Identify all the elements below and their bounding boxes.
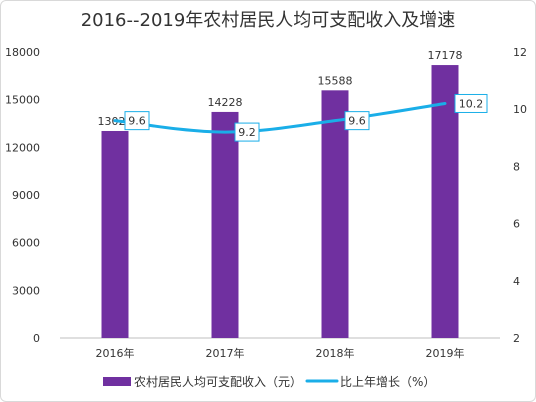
left-axis-tick-label: 9000: [12, 189, 40, 202]
line-data-labels: 9.6 9.2 9.6 10.2: [124, 93, 488, 142]
growth-value-label: 10.2: [459, 97, 484, 110]
right-y-axis: 2 4 6 8 10 12: [513, 46, 527, 345]
x-axis-tick-label: 2017年: [206, 346, 245, 360]
income-bar: [211, 111, 239, 338]
legend-bar-label: 农村居民人均可支配收入（元）: [134, 375, 302, 389]
growth-value-label: 9.6: [128, 115, 146, 128]
left-y-axis: 0 3000 6000 9000 12000 15000 18000: [5, 46, 40, 345]
left-axis-tick-label: 6000: [12, 237, 40, 250]
right-axis-tick-label: 6: [513, 218, 520, 231]
x-axis-tick-label: 2016年: [96, 346, 135, 360]
x-axis-ticks: 2016年 2017年 2018年 2019年: [96, 346, 465, 360]
income-bar: [101, 130, 129, 338]
growth-value-label: 9.2: [238, 126, 256, 139]
income-bar: [431, 65, 459, 338]
x-axis-tick-label: 2018年: [316, 346, 355, 360]
legend-line-label: 比上年增长（%）: [340, 375, 435, 389]
x-axis-tick-label: 2019年: [426, 346, 465, 360]
growth-line: [113, 101, 447, 134]
legend: 农村居民人均可支配收入（元） 比上年增长（%）: [103, 375, 435, 389]
left-axis-tick-label: 18000: [5, 46, 40, 59]
left-axis-tick-label: 15000: [5, 94, 40, 107]
legend-bar-swatch: [103, 377, 131, 386]
bar-series: [101, 65, 459, 338]
income-bar-value-label: 14228: [208, 96, 243, 109]
right-axis-tick-label: 10: [513, 103, 527, 116]
right-axis-tick-label: 4: [513, 275, 520, 288]
growth-value-box: [124, 111, 150, 131]
left-axis-tick-label: 3000: [12, 284, 40, 297]
growth-value-box: [234, 122, 260, 142]
right-axis-tick-label: 2: [513, 332, 520, 345]
left-axis-tick-label: 12000: [5, 141, 40, 154]
right-axis-tick-label: 12: [513, 46, 527, 59]
growth-value-label: 9.6: [348, 115, 366, 128]
income-bar-value-label: 15588: [318, 74, 353, 87]
left-axis-tick-label: 0: [33, 332, 40, 345]
income-bar: [321, 90, 349, 338]
right-axis-tick-label: 8: [513, 160, 520, 173]
growth-value-box: [454, 93, 488, 113]
chart-title: 2016--2019年农村居民人均可支配收入及增速: [81, 10, 456, 31]
income-bar-value-label: 17178: [428, 49, 463, 62]
growth-value-box: [344, 111, 370, 131]
